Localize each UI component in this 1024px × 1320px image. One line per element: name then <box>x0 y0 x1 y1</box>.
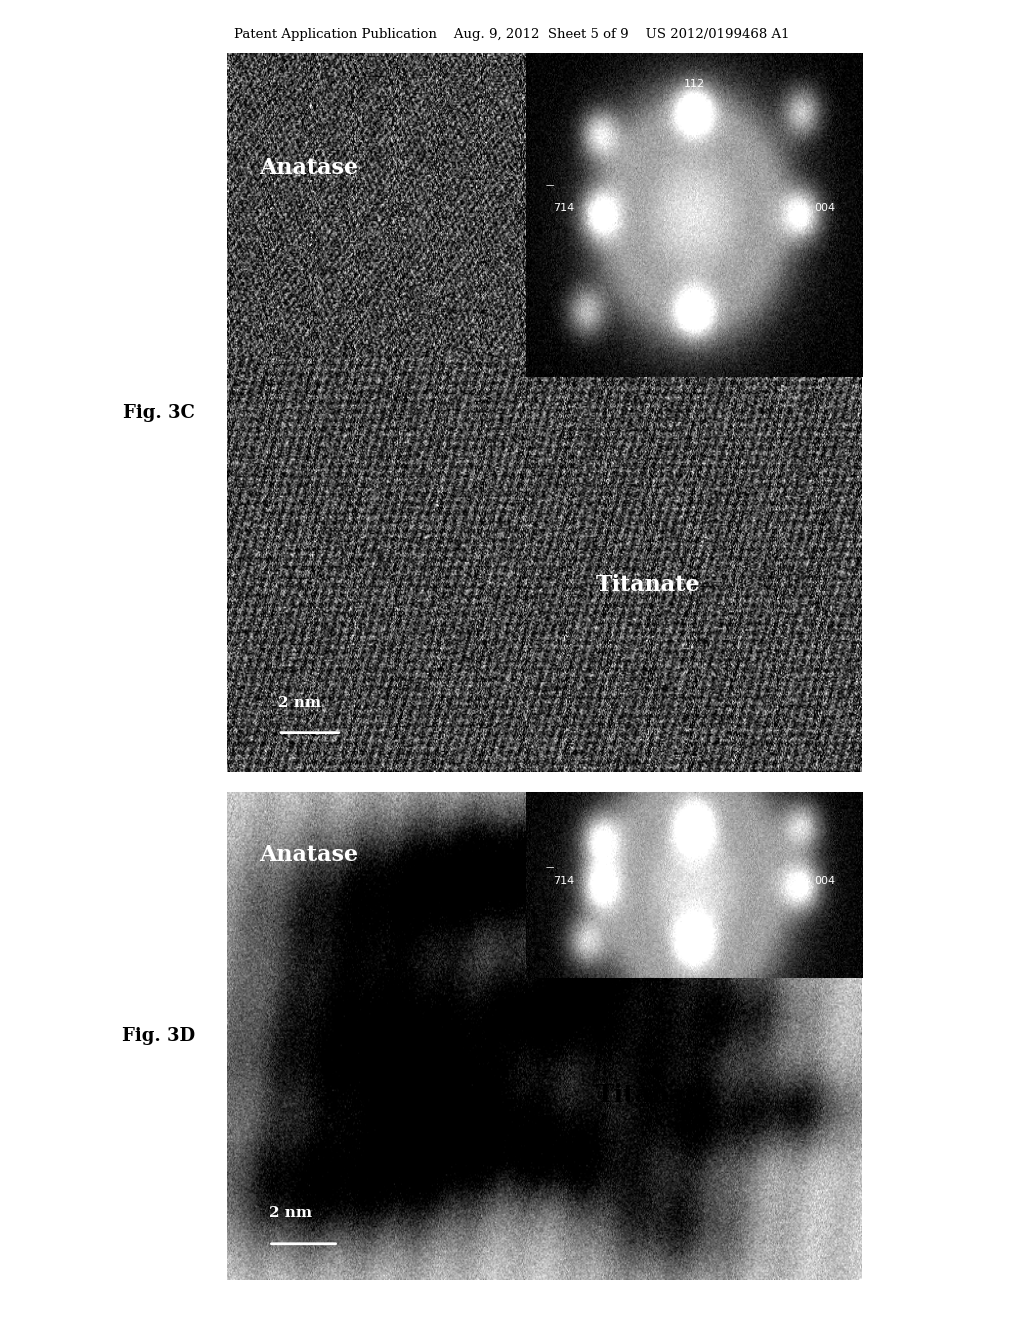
Text: —: — <box>546 181 554 190</box>
Text: —: — <box>680 294 688 304</box>
Text: Titanate: Titanate <box>596 1082 713 1106</box>
Text: Anatase: Anatase <box>259 845 358 866</box>
Text: 112: 112 <box>683 807 705 817</box>
Text: 2 nm: 2 nm <box>279 697 322 710</box>
Text: —: — <box>546 863 554 873</box>
Text: 112: 112 <box>683 935 705 944</box>
Text: 112: 112 <box>683 79 705 88</box>
Text: Patent Application Publication    Aug. 9, 2012  Sheet 5 of 9    US 2012/0199468 : Patent Application Publication Aug. 9, 2… <box>234 28 790 41</box>
Text: 112: 112 <box>683 309 705 318</box>
Text: Anatase: Anatase <box>259 157 358 180</box>
Text: —: — <box>680 928 688 937</box>
Text: 004: 004 <box>814 876 836 886</box>
Text: 714: 714 <box>553 203 573 214</box>
Text: Fig. 3C: Fig. 3C <box>123 404 195 421</box>
Text: 004: 004 <box>814 203 836 214</box>
Text: 2 nm: 2 nm <box>268 1206 311 1220</box>
Text: 714: 714 <box>553 876 573 886</box>
Text: Fig. 3D: Fig. 3D <box>122 1027 196 1045</box>
Text: Titanate: Titanate <box>596 574 700 597</box>
